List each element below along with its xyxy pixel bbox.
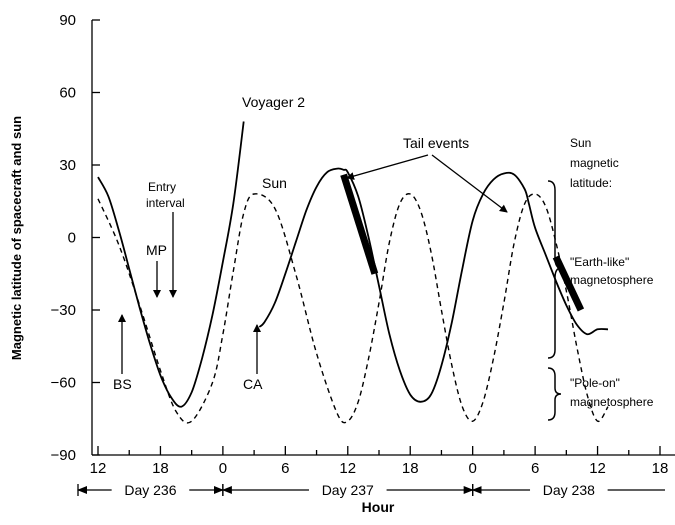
y-tick-label: 0 bbox=[68, 230, 76, 247]
pole-on-label-1: "Pole-on" bbox=[570, 376, 620, 390]
x-tick-label: 12 bbox=[339, 460, 356, 477]
x-tick-label: 18 bbox=[402, 460, 419, 477]
x-tick-label: 6 bbox=[531, 460, 539, 477]
day-span-row: Day 236 Day 237 Day 238 bbox=[77, 482, 665, 498]
y-tick-label: 30 bbox=[59, 157, 76, 174]
tail-arrow-2 bbox=[431, 154, 508, 213]
sun-label: Sun bbox=[262, 175, 287, 191]
sun-mag-label-3: latitude: bbox=[570, 176, 612, 190]
tail-event-segment bbox=[552, 255, 585, 312]
sun-mag-label-2: magnetic bbox=[570, 156, 619, 170]
y-tick-label: 90 bbox=[59, 12, 76, 29]
entry-label-2: interval bbox=[146, 196, 185, 210]
series-line-voyager-2 bbox=[97, 121, 245, 408]
pole-on-label-2: magnetosphere bbox=[570, 395, 654, 409]
bs-label: BS bbox=[113, 376, 132, 392]
x-tick-label: 6 bbox=[281, 460, 289, 477]
tail-arrow-1 bbox=[346, 154, 429, 180]
voyager-label: Voyager 2 bbox=[242, 94, 305, 110]
y-tick-label: −60 bbox=[51, 375, 76, 392]
x-tick-label: 12 bbox=[90, 460, 107, 477]
mp-label: MP bbox=[146, 242, 167, 258]
day-label: Day 236 bbox=[124, 482, 176, 498]
day-label: Day 237 bbox=[322, 482, 374, 498]
tail-events-label: Tail events bbox=[403, 135, 469, 151]
annotations: Voyager 2 Sun Tail events Entry interval… bbox=[113, 94, 654, 421]
sun-mag-label-1: Sun bbox=[570, 136, 591, 150]
ca-label: CA bbox=[243, 376, 263, 392]
day-label: Day 238 bbox=[543, 482, 595, 498]
pole-on-brace bbox=[547, 367, 562, 421]
series-group bbox=[97, 121, 609, 424]
earth-like-label-1: "Earth-like" bbox=[570, 255, 629, 269]
x-tick-label: 18 bbox=[152, 460, 169, 477]
x-tick-label: 12 bbox=[589, 460, 606, 477]
y-ticks: 90 60 30 0 −30 −60 −90 bbox=[51, 12, 100, 464]
earth-like-brace bbox=[547, 180, 562, 359]
x-tick-label: 0 bbox=[219, 460, 227, 477]
x-ticks: 12 18 0 6 12 18 0 6 12 18 bbox=[90, 446, 669, 477]
y-axis-title: Magnetic latitude of spacecraft and sun bbox=[9, 116, 24, 360]
x-axis-title: Hour bbox=[362, 499, 395, 515]
y-tick-label: 60 bbox=[59, 85, 76, 102]
y-tick-label: −30 bbox=[51, 302, 76, 319]
earth-like-label-2: magnetosphere bbox=[570, 273, 654, 287]
tail-event-segment bbox=[340, 173, 379, 275]
x-tick-label: 0 bbox=[468, 460, 476, 477]
series-line-sun bbox=[97, 193, 609, 424]
y-tick-label: −90 bbox=[51, 447, 76, 464]
series-line-voyager-2 bbox=[258, 167, 609, 403]
x-tick-label: 18 bbox=[652, 460, 669, 477]
entry-label-1: Entry bbox=[148, 180, 176, 194]
